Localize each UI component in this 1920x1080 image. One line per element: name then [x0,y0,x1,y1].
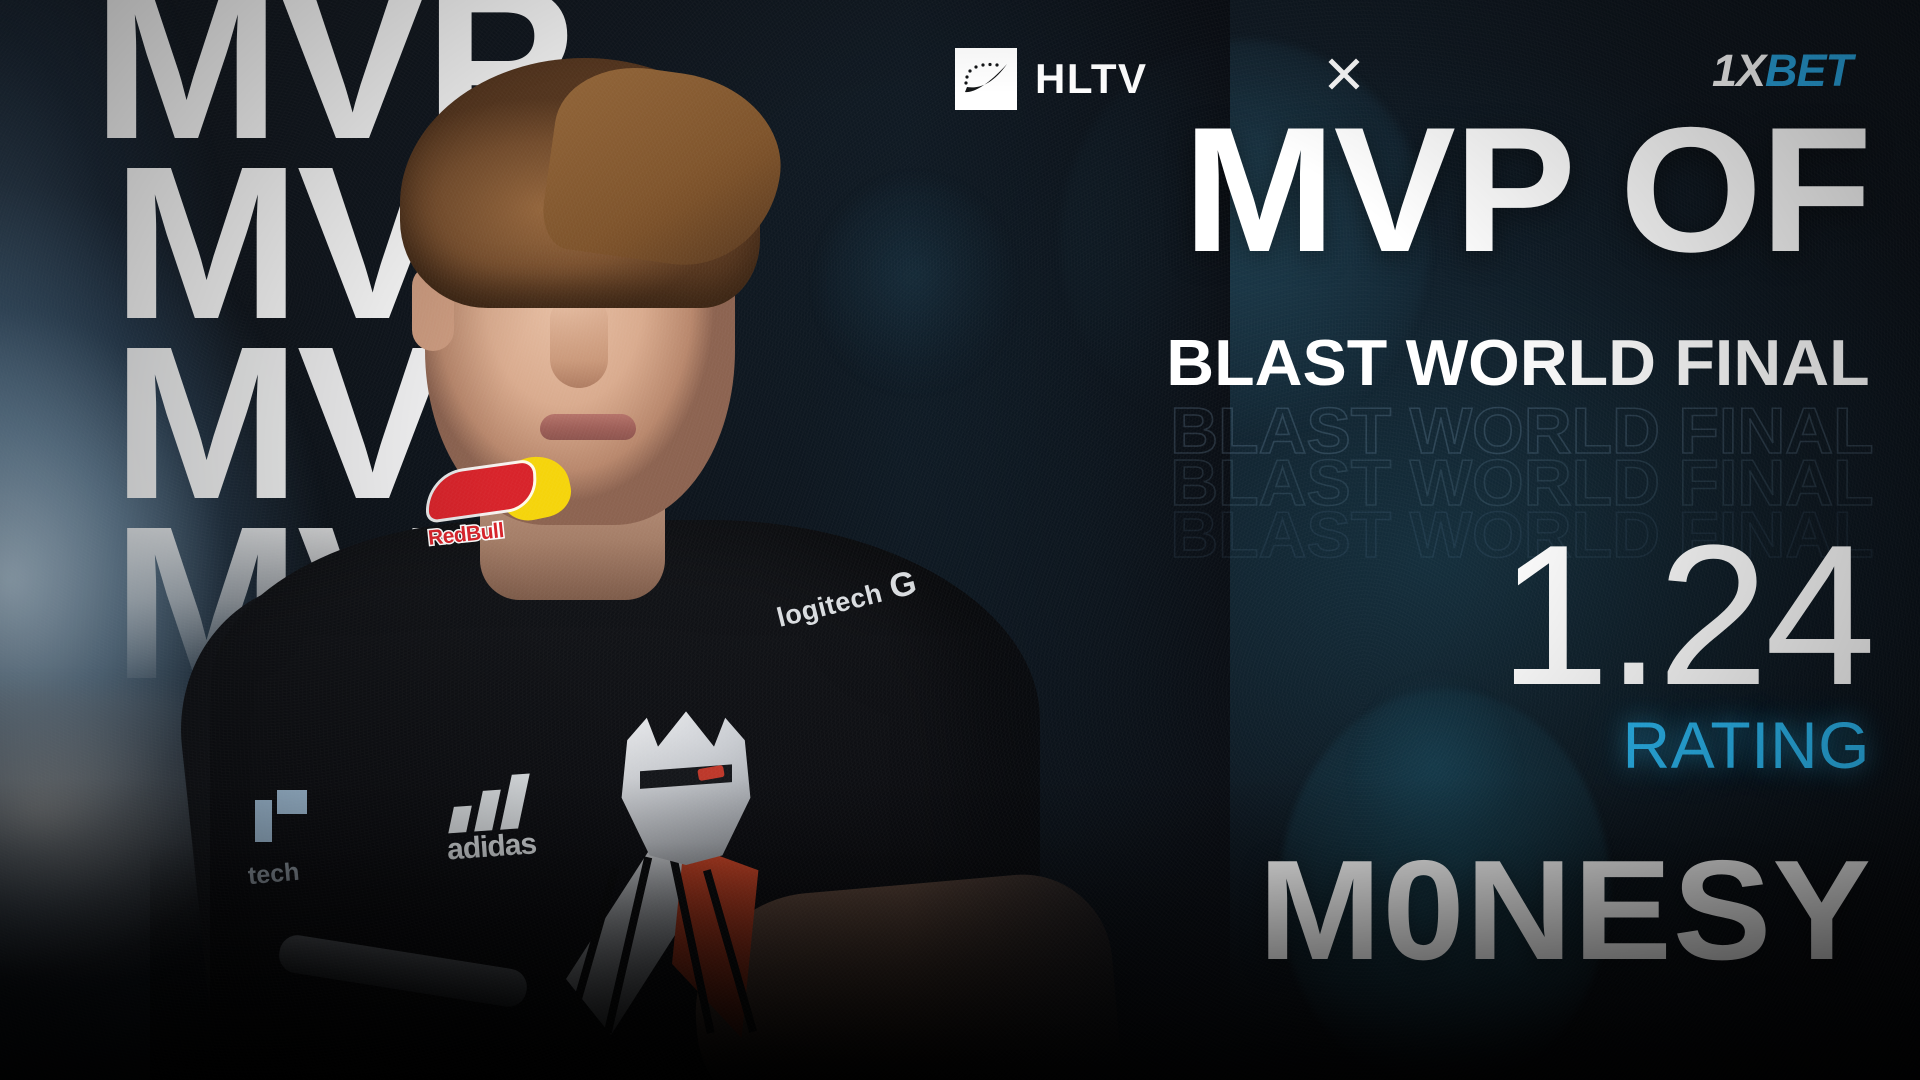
mvp-graphic-canvas: MVP MVP MVP MVP RedBull logitechG [0,0,1920,1080]
vignette-overlay [0,0,1920,1080]
